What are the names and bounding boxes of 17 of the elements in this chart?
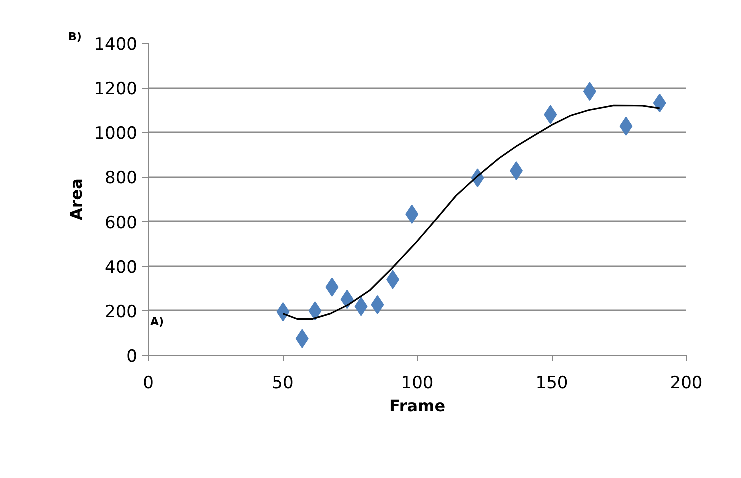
x-axis-title: Frame [389,396,446,416]
x-tick-label: 150 [536,374,568,394]
y-tick-label: 1400 [94,35,138,55]
y-tick-label: 200 [105,302,138,322]
y-tick-label: 600 [105,213,138,234]
y-tick-label: 800 [105,168,138,189]
annotation: A) [150,316,164,328]
y-tick-label: 400 [105,258,138,278]
x-tick-label: 50 [272,374,294,394]
y-axis-title: Area [67,178,86,220]
x-tick-label: 0 [143,374,154,394]
y-tick-label: 1000 [94,124,138,144]
y-tick-label: 0 [126,347,138,367]
text: B) [68,30,82,44]
x-tick-label: 200 [670,374,703,394]
x-tick-label: 100 [401,374,434,394]
y-tick-label: 1200 [94,80,138,100]
